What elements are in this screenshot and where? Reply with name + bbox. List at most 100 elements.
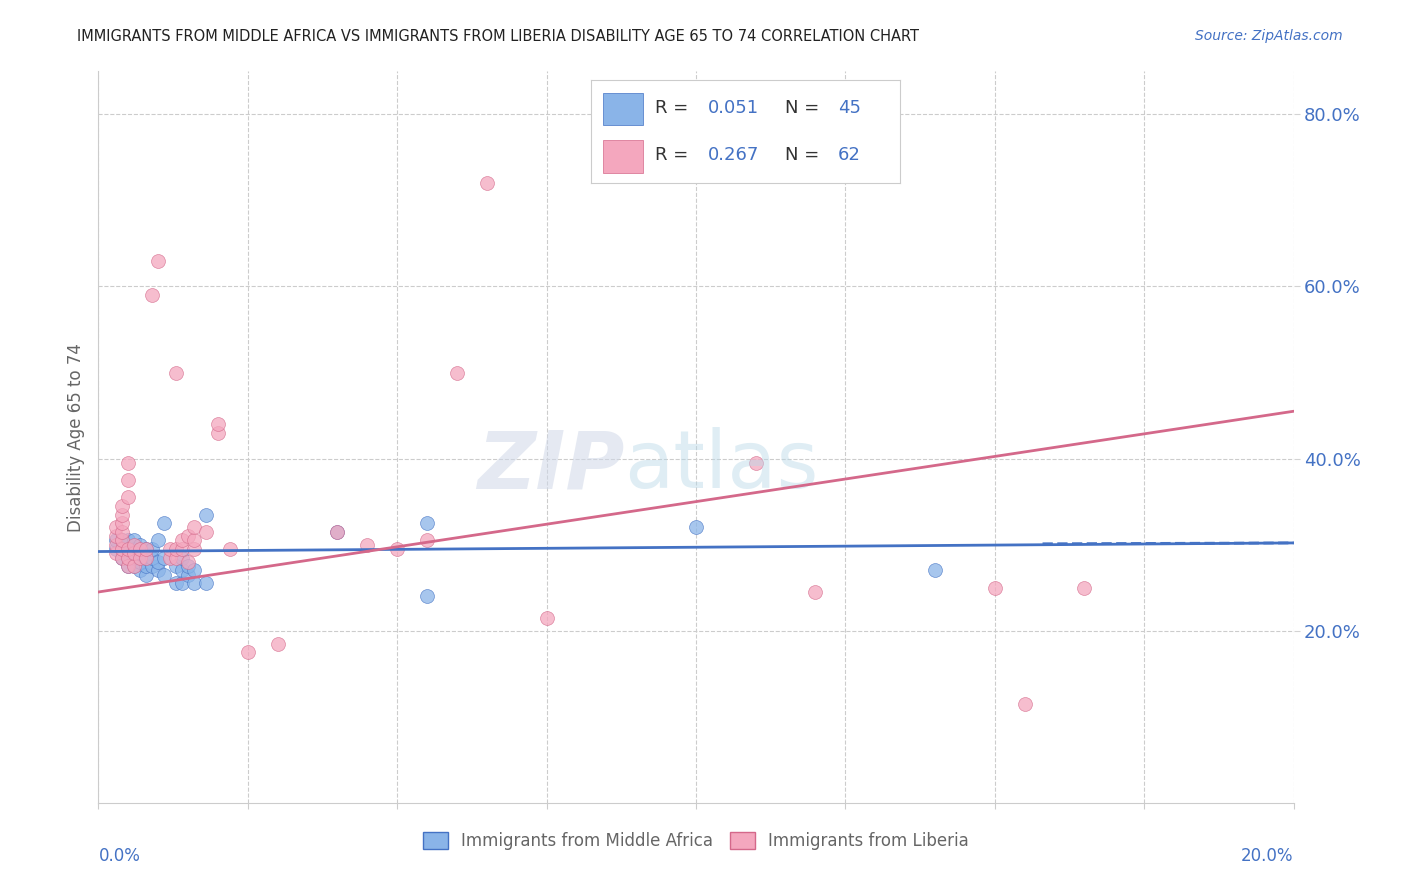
Legend: Immigrants from Middle Africa, Immigrants from Liberia: Immigrants from Middle Africa, Immigrant… <box>416 825 976 856</box>
Point <box>135 550 157 565</box>
Point <box>105 541 128 556</box>
Point <box>326 524 349 539</box>
Point <box>326 524 349 539</box>
Point <box>124 559 146 574</box>
Point <box>111 533 134 548</box>
Text: 0.0%: 0.0% <box>98 847 141 864</box>
Point <box>124 550 146 565</box>
Point <box>148 533 170 548</box>
Point <box>165 576 187 591</box>
Point <box>219 541 242 556</box>
Point <box>111 533 134 548</box>
Point <box>172 550 194 565</box>
Point <box>124 559 146 574</box>
Point <box>105 546 128 560</box>
Point <box>135 550 157 565</box>
Point <box>129 555 152 569</box>
Point <box>129 550 152 565</box>
Point <box>129 564 152 578</box>
Point <box>446 366 468 380</box>
Point <box>207 425 229 440</box>
Point <box>475 176 498 190</box>
Point <box>1014 697 1036 711</box>
Point <box>148 555 170 569</box>
Point <box>195 508 218 522</box>
Text: N =: N = <box>786 99 825 117</box>
Text: R =: R = <box>655 99 695 117</box>
Point <box>129 538 152 552</box>
Point <box>135 541 157 556</box>
Point <box>416 516 439 530</box>
FancyBboxPatch shape <box>603 93 643 126</box>
Point <box>172 576 194 591</box>
Point <box>195 576 218 591</box>
Point <box>117 559 139 574</box>
Point <box>117 541 139 556</box>
Point <box>236 645 259 659</box>
Point <box>177 559 200 574</box>
Point <box>984 581 1007 595</box>
Text: 0.051: 0.051 <box>709 99 759 117</box>
Point <box>172 564 194 578</box>
Point <box>135 559 157 574</box>
Point <box>135 541 157 556</box>
Point <box>124 538 146 552</box>
Point <box>207 417 229 432</box>
Point <box>177 567 200 582</box>
Point <box>117 533 139 548</box>
Text: 62: 62 <box>838 146 860 164</box>
Point <box>356 538 378 552</box>
Point <box>135 567 157 582</box>
Point <box>153 550 176 565</box>
Point <box>111 524 134 539</box>
Point <box>117 491 139 505</box>
Point <box>148 564 170 578</box>
Point <box>183 564 205 578</box>
Point <box>111 508 134 522</box>
Point <box>153 516 176 530</box>
Point <box>124 541 146 556</box>
Point <box>124 546 146 560</box>
Point <box>177 529 200 543</box>
Point <box>385 541 409 556</box>
Point <box>117 473 139 487</box>
Point <box>172 541 194 556</box>
Point <box>804 585 827 599</box>
Text: Source: ZipAtlas.com: Source: ZipAtlas.com <box>1195 29 1343 43</box>
Text: ZIP: ZIP <box>477 427 624 506</box>
Point <box>117 541 139 556</box>
Point <box>111 541 134 556</box>
Point <box>105 533 128 548</box>
Point <box>129 541 152 556</box>
Point <box>165 550 187 565</box>
Point <box>183 533 205 548</box>
Point <box>172 533 194 548</box>
Point <box>177 555 200 569</box>
Point <box>105 520 128 534</box>
Point <box>117 550 139 565</box>
Point <box>745 456 768 470</box>
Point <box>183 541 205 556</box>
Point <box>924 564 946 578</box>
Point <box>105 529 128 543</box>
Point <box>536 611 558 625</box>
Point <box>153 567 176 582</box>
Point <box>148 253 170 268</box>
Text: N =: N = <box>786 146 825 164</box>
Text: 20.0%: 20.0% <box>1241 847 1294 864</box>
Point <box>111 499 134 513</box>
Point <box>165 541 187 556</box>
Text: 0.267: 0.267 <box>709 146 759 164</box>
Point <box>267 637 290 651</box>
Point <box>159 550 181 565</box>
Point <box>685 520 707 534</box>
Point <box>195 524 218 539</box>
Point <box>416 589 439 603</box>
Point <box>1073 581 1095 595</box>
Point <box>141 541 163 556</box>
Text: 45: 45 <box>838 99 860 117</box>
Point <box>141 559 163 574</box>
Point <box>159 541 181 556</box>
Point <box>124 533 146 548</box>
Point <box>141 550 163 565</box>
